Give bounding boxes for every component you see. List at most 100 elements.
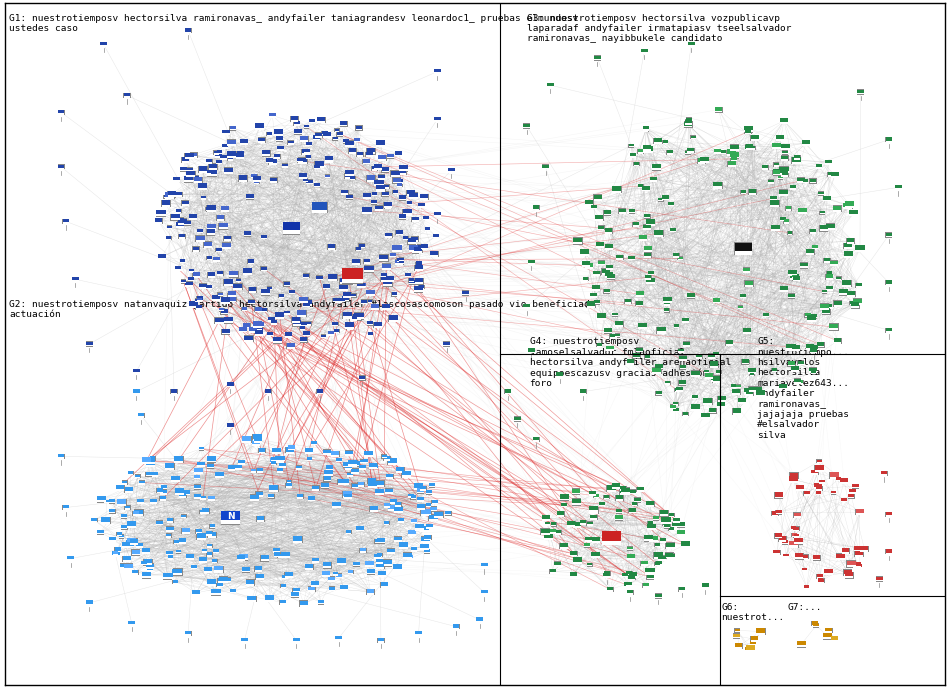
FancyBboxPatch shape [321,482,330,488]
FancyBboxPatch shape [798,361,804,364]
FancyBboxPatch shape [818,579,825,583]
FancyBboxPatch shape [755,390,765,397]
FancyBboxPatch shape [731,384,736,387]
FancyBboxPatch shape [244,235,251,237]
FancyBboxPatch shape [314,182,320,187]
FancyBboxPatch shape [168,555,174,559]
FancyBboxPatch shape [794,538,804,545]
FancyBboxPatch shape [216,248,221,251]
FancyBboxPatch shape [842,289,848,292]
FancyBboxPatch shape [121,514,127,519]
FancyBboxPatch shape [745,647,752,652]
FancyBboxPatch shape [738,305,743,308]
FancyBboxPatch shape [418,285,425,289]
FancyBboxPatch shape [248,259,255,263]
FancyBboxPatch shape [637,184,644,188]
FancyBboxPatch shape [206,552,213,557]
FancyBboxPatch shape [616,519,622,521]
FancyBboxPatch shape [643,128,649,132]
FancyBboxPatch shape [528,259,535,265]
FancyBboxPatch shape [308,496,315,502]
FancyBboxPatch shape [366,152,372,155]
FancyBboxPatch shape [221,206,229,210]
FancyBboxPatch shape [300,140,308,142]
FancyBboxPatch shape [349,464,357,466]
FancyBboxPatch shape [166,226,172,229]
FancyBboxPatch shape [265,393,272,394]
FancyBboxPatch shape [291,120,298,122]
FancyBboxPatch shape [389,320,398,322]
FancyBboxPatch shape [335,301,342,303]
FancyBboxPatch shape [208,496,215,501]
FancyBboxPatch shape [218,292,223,297]
FancyBboxPatch shape [227,157,233,161]
FancyBboxPatch shape [826,271,831,274]
FancyBboxPatch shape [740,190,746,194]
FancyBboxPatch shape [636,305,643,306]
FancyBboxPatch shape [805,588,809,589]
FancyBboxPatch shape [328,248,335,250]
FancyBboxPatch shape [805,313,811,316]
FancyBboxPatch shape [398,261,404,265]
FancyBboxPatch shape [405,272,411,277]
FancyBboxPatch shape [417,508,426,510]
FancyBboxPatch shape [124,486,133,491]
FancyBboxPatch shape [255,566,262,570]
FancyBboxPatch shape [815,491,821,495]
FancyBboxPatch shape [683,341,691,347]
FancyBboxPatch shape [304,125,310,129]
FancyBboxPatch shape [133,514,139,515]
FancyBboxPatch shape [693,398,698,399]
FancyBboxPatch shape [885,552,892,554]
FancyBboxPatch shape [124,545,130,546]
FancyBboxPatch shape [313,486,319,489]
FancyBboxPatch shape [827,172,834,175]
FancyBboxPatch shape [316,393,323,394]
FancyBboxPatch shape [592,541,600,543]
FancyBboxPatch shape [181,157,189,163]
FancyBboxPatch shape [261,235,267,237]
FancyBboxPatch shape [346,530,352,534]
FancyBboxPatch shape [323,562,332,566]
FancyBboxPatch shape [309,119,314,122]
FancyBboxPatch shape [747,649,755,652]
FancyBboxPatch shape [367,569,375,574]
FancyBboxPatch shape [377,541,385,544]
FancyBboxPatch shape [255,566,262,572]
FancyBboxPatch shape [321,337,326,338]
FancyBboxPatch shape [627,590,634,595]
FancyBboxPatch shape [197,462,205,467]
FancyBboxPatch shape [731,144,739,149]
FancyBboxPatch shape [289,290,294,292]
FancyBboxPatch shape [770,200,780,207]
FancyBboxPatch shape [185,281,193,285]
FancyBboxPatch shape [124,541,130,545]
FancyBboxPatch shape [217,583,222,585]
FancyBboxPatch shape [803,555,808,557]
FancyBboxPatch shape [280,556,290,558]
FancyBboxPatch shape [342,268,363,283]
FancyBboxPatch shape [293,536,302,541]
FancyBboxPatch shape [340,282,349,284]
FancyBboxPatch shape [266,158,273,162]
FancyBboxPatch shape [353,138,360,142]
FancyBboxPatch shape [361,283,366,286]
FancyBboxPatch shape [365,561,373,565]
FancyBboxPatch shape [673,402,678,406]
FancyBboxPatch shape [241,638,248,641]
FancyBboxPatch shape [384,459,390,461]
FancyBboxPatch shape [147,568,153,570]
FancyBboxPatch shape [142,561,146,563]
FancyBboxPatch shape [426,490,432,495]
FancyBboxPatch shape [826,274,833,280]
FancyBboxPatch shape [844,207,852,209]
FancyBboxPatch shape [286,452,294,453]
FancyBboxPatch shape [213,549,219,553]
FancyBboxPatch shape [861,550,868,552]
FancyBboxPatch shape [213,299,219,301]
FancyBboxPatch shape [374,164,382,168]
FancyBboxPatch shape [196,533,201,534]
FancyBboxPatch shape [733,634,740,637]
FancyBboxPatch shape [549,529,556,533]
FancyBboxPatch shape [256,325,264,327]
